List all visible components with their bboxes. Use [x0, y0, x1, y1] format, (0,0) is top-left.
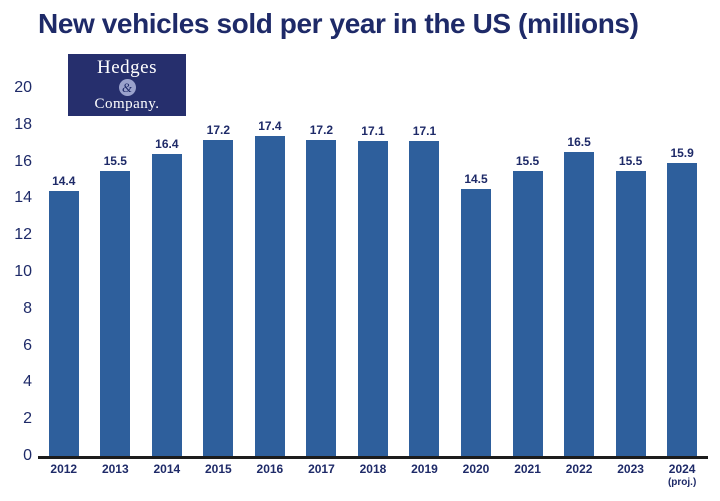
bar	[306, 139, 337, 456]
x-tick-cell: 2023	[605, 462, 657, 488]
bar-value-label: 15.5	[515, 153, 540, 168]
x-tick-label: 2022	[565, 462, 593, 476]
x-tick-cell: 2016	[244, 462, 296, 488]
y-tick-label: 20	[14, 79, 32, 96]
y-tick-label: 12	[14, 226, 32, 244]
bar-column: 15.5	[90, 88, 142, 456]
chart-title: New vehicles sold per year in the US (mi…	[38, 8, 639, 39]
bar-column: 17.4	[244, 88, 296, 456]
bar	[151, 154, 182, 456]
y-tick-label: 6	[23, 336, 32, 354]
bar-column: 15.5	[605, 88, 657, 456]
x-tick-cell: 2018	[347, 462, 399, 488]
bar-value-label: 15.9	[670, 146, 694, 161]
x-tick-cell: 2020	[450, 462, 502, 488]
bar	[254, 135, 285, 456]
bar-value-label: 16.5	[567, 135, 591, 150]
bar-column: 14.4	[38, 88, 90, 456]
y-tick-label: 18	[14, 115, 32, 133]
x-axis: 2012 2013 2014 2015 2016 2017 2018 2019 2020 2021…	[38, 462, 708, 488]
x-tick-label: 2017	[308, 462, 335, 476]
bar-value-label: 17.2	[309, 122, 334, 137]
x-tick-label: 2024	[668, 462, 696, 476]
x-tick-label: 2016	[256, 462, 284, 476]
y-tick-label: 16	[14, 152, 32, 170]
x-tick-cell: 2022	[553, 462, 605, 488]
x-tick-label: 2013	[101, 462, 129, 476]
bar	[461, 189, 492, 456]
x-tick-label: 2021	[514, 462, 541, 476]
bar	[615, 170, 646, 456]
bar	[512, 170, 543, 456]
x-tick-label: 2023	[617, 462, 644, 476]
bar-column: 16.5	[553, 88, 605, 456]
x-tick-label: 2015	[205, 462, 232, 476]
x-tick-cell: 2013	[90, 462, 142, 488]
bar-column: 17.2	[193, 88, 245, 456]
bar-column: 16.4	[141, 88, 193, 456]
bar-column: 14.5	[450, 88, 502, 456]
x-tick-cell: 2015	[193, 462, 245, 488]
y-axis: 0 2 4 6 8 10 12 14 16 18 20	[2, 79, 32, 464]
bar	[667, 163, 698, 456]
logo-line3: Company.	[94, 95, 160, 112]
plot-area: 14.4 15.5 16.4 17.2 17.4 17.2 17.1 17.1 14.5 15.5…	[38, 88, 708, 459]
bar-value-label: 17.1	[361, 124, 385, 139]
x-tick-cell: 2012	[38, 462, 90, 488]
bar-column: 17.2	[296, 88, 348, 456]
logo-ampersand-icon: &	[118, 78, 136, 96]
bar	[357, 141, 388, 456]
bar-value-label: 16.4	[155, 137, 179, 152]
x-tick-sublabel: (proj.)	[667, 477, 697, 488]
bar-column: 15.9	[656, 88, 708, 456]
bar-value-label: 15.5	[103, 153, 127, 168]
bar-value-label: 14.5	[464, 172, 488, 187]
y-tick-label: 0	[23, 447, 32, 464]
bar-value-label: 17.4	[258, 118, 282, 133]
hedges-company-logo: Hedges & Company.	[68, 54, 186, 116]
bar-column: 17.1	[347, 88, 399, 456]
bar-value-label: 14.4	[52, 174, 76, 189]
x-tick-cell: 2017	[296, 462, 348, 488]
y-tick-label: 4	[23, 373, 32, 391]
bar-value-label: 15.5	[618, 153, 643, 168]
x-tick-cell: 2021	[502, 462, 554, 488]
x-tick-label: 2020	[462, 462, 490, 476]
bar	[100, 170, 131, 456]
y-tick-label: 14	[14, 189, 32, 207]
x-tick-cell: 2024 (proj.)	[656, 462, 708, 488]
logo-line1: Hedges	[97, 56, 157, 78]
y-tick-label: 10	[14, 263, 32, 280]
bar	[48, 191, 79, 456]
x-tick-label: 2018	[359, 462, 387, 476]
y-tick-label: 8	[23, 299, 32, 317]
bar-value-label: 17.2	[206, 122, 231, 137]
bar	[564, 152, 595, 456]
bar	[203, 139, 234, 456]
x-tick-label: 2014	[153, 462, 181, 476]
x-tick-label: 2012	[50, 462, 78, 476]
bar	[409, 141, 440, 456]
bar-column: 15.5	[502, 88, 554, 456]
x-tick-cell: 2019	[399, 462, 451, 488]
bar-value-label: 17.1	[412, 124, 437, 139]
x-tick-cell: 2014	[141, 462, 193, 488]
x-tick-label: 2019	[411, 462, 438, 476]
bar-column: 17.1	[399, 88, 451, 456]
y-tick-label: 2	[23, 410, 32, 428]
